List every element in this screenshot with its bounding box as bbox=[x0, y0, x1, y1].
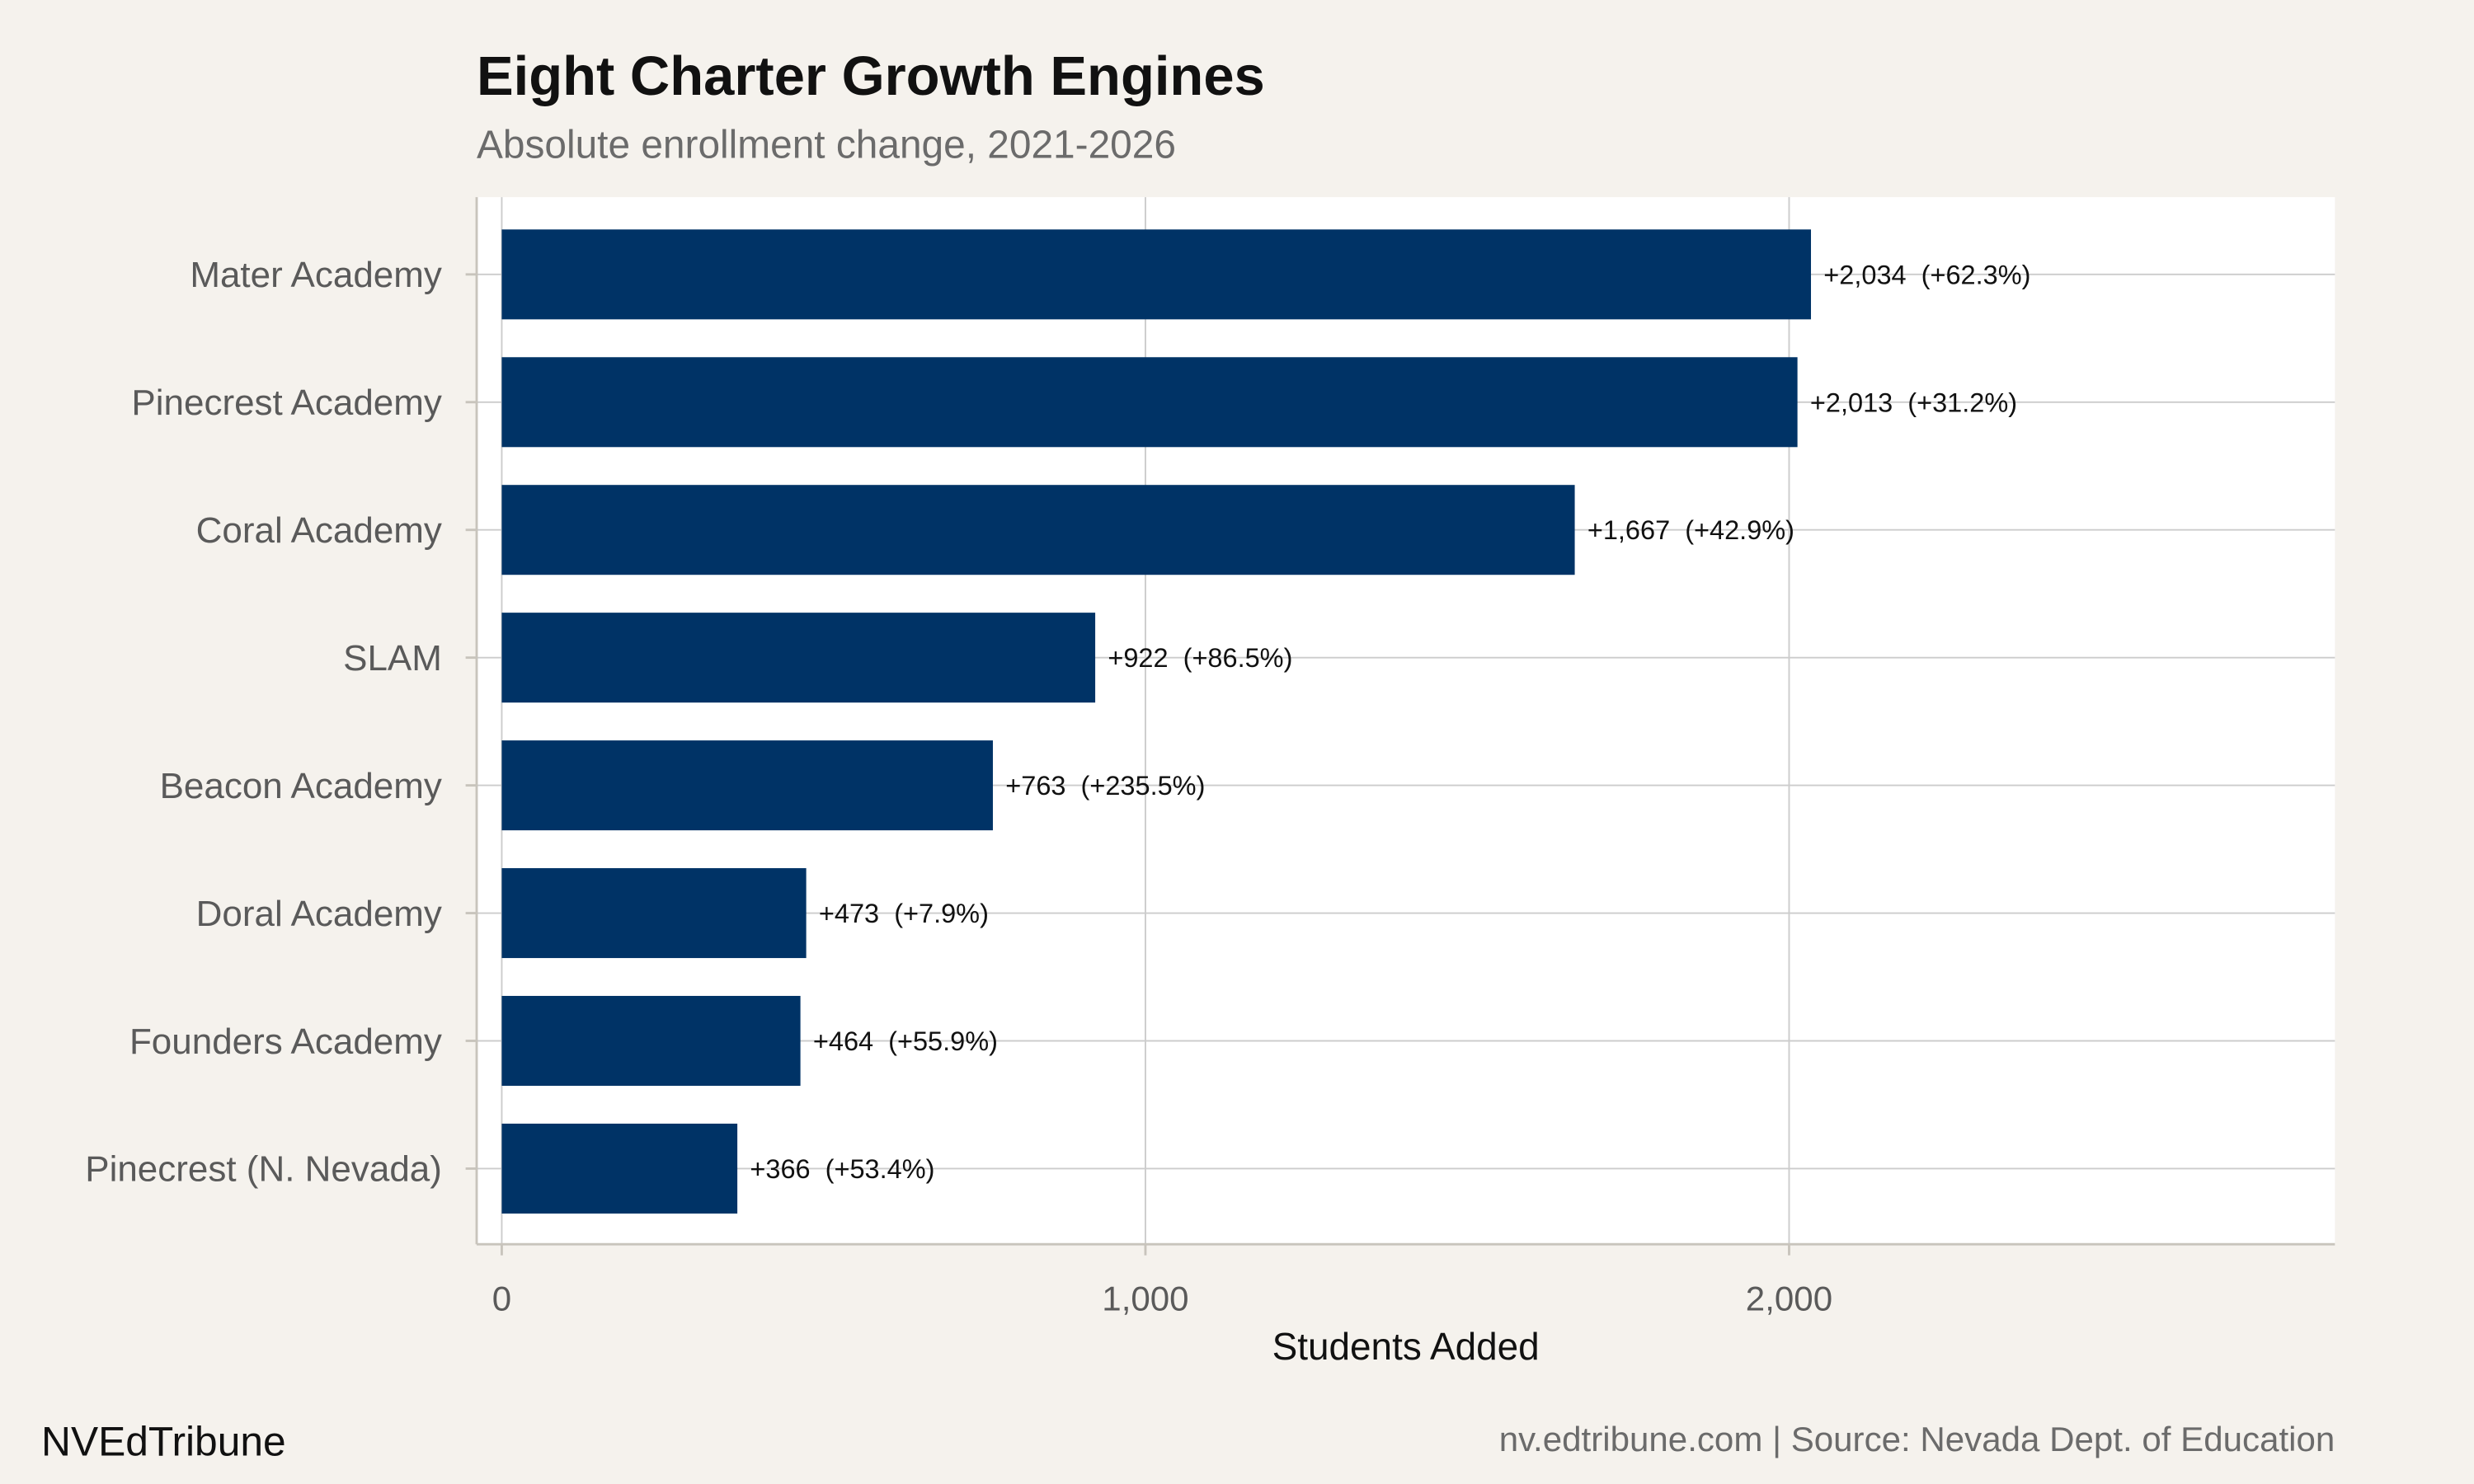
y-axis-label: Doral Academy bbox=[196, 894, 442, 934]
data-label: +366 (+53.4%) bbox=[750, 1154, 934, 1184]
data-label: +464 (+55.9%) bbox=[813, 1026, 998, 1056]
data-label: +2,013 (+31.2%) bbox=[1810, 387, 2017, 417]
bar bbox=[501, 613, 1096, 703]
bar bbox=[501, 229, 1812, 320]
y-axis-label: Coral Academy bbox=[196, 510, 442, 551]
x-tick-label: 1,000 bbox=[1102, 1280, 1188, 1318]
x-axis-ticks: 0 1,000 2,000 bbox=[492, 1244, 1832, 1318]
chart-title: Eight Charter Growth Engines bbox=[477, 45, 1265, 107]
y-axis-label: SLAM bbox=[343, 638, 442, 679]
x-tick-label: 0 bbox=[492, 1280, 511, 1318]
y-axis-labels: Mater Academy Pinecrest Academy Coral Acad… bbox=[85, 255, 477, 1190]
bar bbox=[501, 740, 993, 831]
source-note: nv.edtribune.com | Source: Nevada Dept. … bbox=[1499, 1420, 2335, 1458]
y-axis-label: Mater Academy bbox=[190, 255, 442, 295]
brand-logo-text: NVEdTribune bbox=[41, 1419, 286, 1465]
bars: +2,034 (+62.3%) +2,013 (+31.2%) +1,667 (+4… bbox=[501, 229, 2030, 1214]
data-label: +2,034 (+62.3%) bbox=[1823, 260, 2030, 289]
bar bbox=[501, 1123, 738, 1214]
bar bbox=[501, 357, 1798, 448]
chart-subtitle: Absolute enrollment change, 2021-2026 bbox=[477, 123, 1176, 167]
plot-panel bbox=[477, 197, 2335, 1245]
bar bbox=[501, 868, 807, 959]
bar bbox=[501, 485, 1575, 575]
y-axis-label: Founders Academy bbox=[129, 1021, 442, 1062]
data-label: +1,667 (+42.9%) bbox=[1587, 515, 1794, 545]
x-axis-title: Students Added bbox=[1272, 1325, 1540, 1368]
data-label: +473 (+7.9%) bbox=[819, 899, 989, 928]
y-axis-label: Pinecrest Academy bbox=[131, 383, 442, 423]
data-label: +763 (+235.5%) bbox=[1005, 771, 1205, 801]
bar bbox=[501, 995, 801, 1087]
y-axis-label: Pinecrest (N. Nevada) bbox=[85, 1149, 442, 1190]
x-tick-label: 2,000 bbox=[1746, 1280, 1832, 1318]
y-axis-label: Beacon Academy bbox=[160, 766, 442, 806]
data-label: +922 (+86.5%) bbox=[1108, 643, 1292, 673]
